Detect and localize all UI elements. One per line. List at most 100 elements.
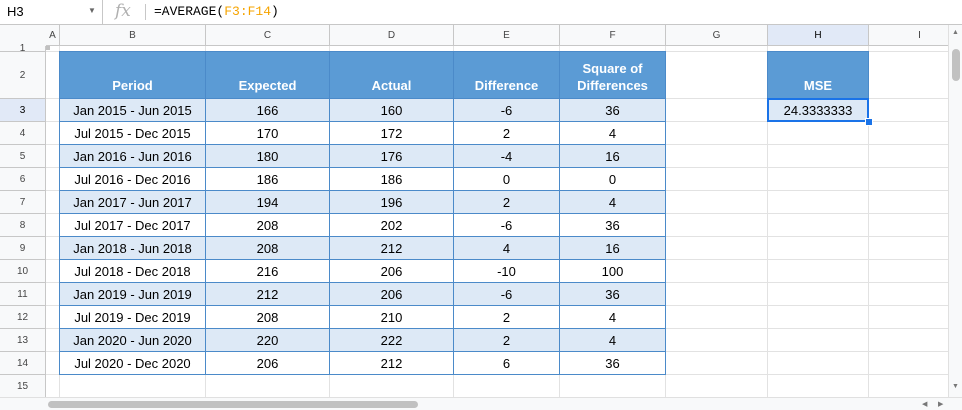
table-cell[interactable]: 2 bbox=[454, 191, 560, 214]
table-cell[interactable]: 16 bbox=[560, 237, 666, 260]
row-header-3[interactable]: 3 bbox=[0, 99, 46, 122]
grid-cell[interactable] bbox=[869, 260, 948, 283]
grid-cell[interactable] bbox=[666, 99, 768, 122]
column-header-c[interactable]: C bbox=[206, 25, 330, 46]
table-header-cell[interactable]: Period bbox=[60, 52, 206, 99]
table-cell[interactable]: 2 bbox=[454, 306, 560, 329]
grid-cell[interactable] bbox=[869, 191, 948, 214]
table-cell[interactable]: 216 bbox=[206, 260, 330, 283]
table-cell[interactable]: 210 bbox=[330, 306, 454, 329]
grid-cell[interactable] bbox=[869, 237, 948, 260]
table-cell[interactable]: Jul 2015 - Dec 2015 bbox=[60, 122, 206, 145]
column-header-f[interactable]: F bbox=[560, 25, 666, 46]
grid-cell[interactable] bbox=[666, 168, 768, 191]
grid-cell[interactable] bbox=[666, 352, 768, 375]
grid-cell[interactable] bbox=[666, 52, 768, 99]
grid-cell[interactable] bbox=[46, 375, 60, 397]
row-header-12[interactable]: 12 bbox=[0, 306, 46, 329]
grid-cell[interactable] bbox=[869, 46, 948, 52]
grid-cell[interactable] bbox=[869, 145, 948, 168]
row-header-5[interactable]: 5 bbox=[0, 145, 46, 168]
table-cell[interactable]: 220 bbox=[206, 329, 330, 352]
column-header-i[interactable]: I bbox=[869, 25, 948, 46]
grid-cell[interactable] bbox=[869, 306, 948, 329]
chevron-down-icon[interactable]: ▼ bbox=[88, 6, 96, 15]
table-cell[interactable]: 202 bbox=[330, 214, 454, 237]
table-cell[interactable]: 194 bbox=[206, 191, 330, 214]
table-cell[interactable]: 212 bbox=[206, 283, 330, 306]
row-header-10[interactable]: 10 bbox=[0, 260, 46, 283]
table-cell[interactable]: 4 bbox=[560, 306, 666, 329]
table-cell[interactable]: Jan 2015 - Jun 2015 bbox=[60, 99, 206, 122]
grid-cell[interactable] bbox=[666, 46, 768, 52]
table-cell[interactable]: 176 bbox=[330, 145, 454, 168]
grid-cell[interactable] bbox=[869, 375, 948, 397]
row-header-13[interactable]: 13 bbox=[0, 329, 46, 352]
column-header-d[interactable]: D bbox=[330, 25, 454, 46]
grid-cell[interactable] bbox=[46, 352, 60, 375]
grid-cell[interactable] bbox=[768, 168, 869, 191]
table-cell[interactable]: -6 bbox=[454, 283, 560, 306]
grid-cell[interactable] bbox=[768, 260, 869, 283]
grid-cell[interactable] bbox=[666, 191, 768, 214]
mse-header-cell[interactable]: MSE bbox=[768, 52, 869, 99]
grid-cell[interactable] bbox=[330, 375, 454, 397]
scroll-down-icon[interactable]: ▼ bbox=[952, 383, 959, 390]
grid-cell[interactable] bbox=[46, 283, 60, 306]
grid-cell[interactable] bbox=[46, 99, 60, 122]
grid-cell[interactable] bbox=[46, 52, 60, 99]
table-cell[interactable]: 180 bbox=[206, 145, 330, 168]
table-cell[interactable]: 206 bbox=[206, 352, 330, 375]
scroll-left-icon[interactable]: ◀ bbox=[922, 401, 928, 408]
grid-cell[interactable] bbox=[46, 260, 60, 283]
row-header-4[interactable]: 4 bbox=[0, 122, 46, 145]
table-cell[interactable]: 170 bbox=[206, 122, 330, 145]
scroll-right-icon[interactable]: ▶ bbox=[938, 401, 944, 408]
grid-cell[interactable] bbox=[560, 375, 666, 397]
table-cell[interactable]: 36 bbox=[560, 99, 666, 122]
vertical-scrollbar[interactable]: ▲ ▼ bbox=[948, 25, 962, 397]
table-cell[interactable]: 16 bbox=[560, 145, 666, 168]
table-cell[interactable]: 0 bbox=[560, 168, 666, 191]
table-cell[interactable]: 212 bbox=[330, 237, 454, 260]
table-cell[interactable]: 186 bbox=[330, 168, 454, 191]
table-cell[interactable]: 160 bbox=[330, 99, 454, 122]
grid-cell[interactable] bbox=[46, 214, 60, 237]
row-header-15[interactable]: 15 bbox=[0, 375, 46, 397]
table-cell[interactable]: 222 bbox=[330, 329, 454, 352]
table-cell[interactable]: Jul 2018 - Dec 2018 bbox=[60, 260, 206, 283]
table-cell[interactable]: 2 bbox=[454, 122, 560, 145]
row-header-2[interactable]: 2 bbox=[0, 52, 46, 99]
table-cell[interactable]: Jan 2020 - Jun 2020 bbox=[60, 329, 206, 352]
column-header-e[interactable]: E bbox=[454, 25, 560, 46]
table-header-cell[interactable]: Actual bbox=[330, 52, 454, 99]
column-header-a[interactable]: A bbox=[46, 25, 60, 46]
row-header-6[interactable]: 6 bbox=[0, 168, 46, 191]
table-cell[interactable]: 100 bbox=[560, 260, 666, 283]
grid-cell[interactable] bbox=[46, 168, 60, 191]
fill-handle[interactable] bbox=[865, 118, 873, 126]
grid-cell[interactable] bbox=[768, 214, 869, 237]
table-cell[interactable]: 6 bbox=[454, 352, 560, 375]
table-cell[interactable]: Jan 2016 - Jun 2016 bbox=[60, 145, 206, 168]
grid-cell[interactable] bbox=[46, 145, 60, 168]
row-header-9[interactable]: 9 bbox=[0, 237, 46, 260]
grid-cell[interactable] bbox=[206, 375, 330, 397]
grid-cell[interactable] bbox=[46, 122, 60, 145]
grid-cell[interactable] bbox=[46, 237, 60, 260]
table-cell[interactable]: Jul 2019 - Dec 2019 bbox=[60, 306, 206, 329]
grid-cell[interactable] bbox=[454, 375, 560, 397]
table-cell[interactable]: 172 bbox=[330, 122, 454, 145]
grid-cell[interactable] bbox=[666, 260, 768, 283]
grid-cell[interactable] bbox=[46, 46, 60, 52]
table-cell[interactable]: 36 bbox=[560, 283, 666, 306]
table-header-cell[interactable]: Difference bbox=[454, 52, 560, 99]
table-cell[interactable]: 208 bbox=[206, 214, 330, 237]
grid-cell[interactable] bbox=[666, 375, 768, 397]
table-cell[interactable]: -4 bbox=[454, 145, 560, 168]
name-box-value[interactable]: H3 bbox=[7, 4, 24, 19]
table-cell[interactable]: 36 bbox=[560, 352, 666, 375]
table-cell[interactable]: Jan 2018 - Jun 2018 bbox=[60, 237, 206, 260]
column-header-h[interactable]: H bbox=[768, 25, 869, 46]
horizontal-scroll-thumb[interactable] bbox=[48, 401, 418, 408]
